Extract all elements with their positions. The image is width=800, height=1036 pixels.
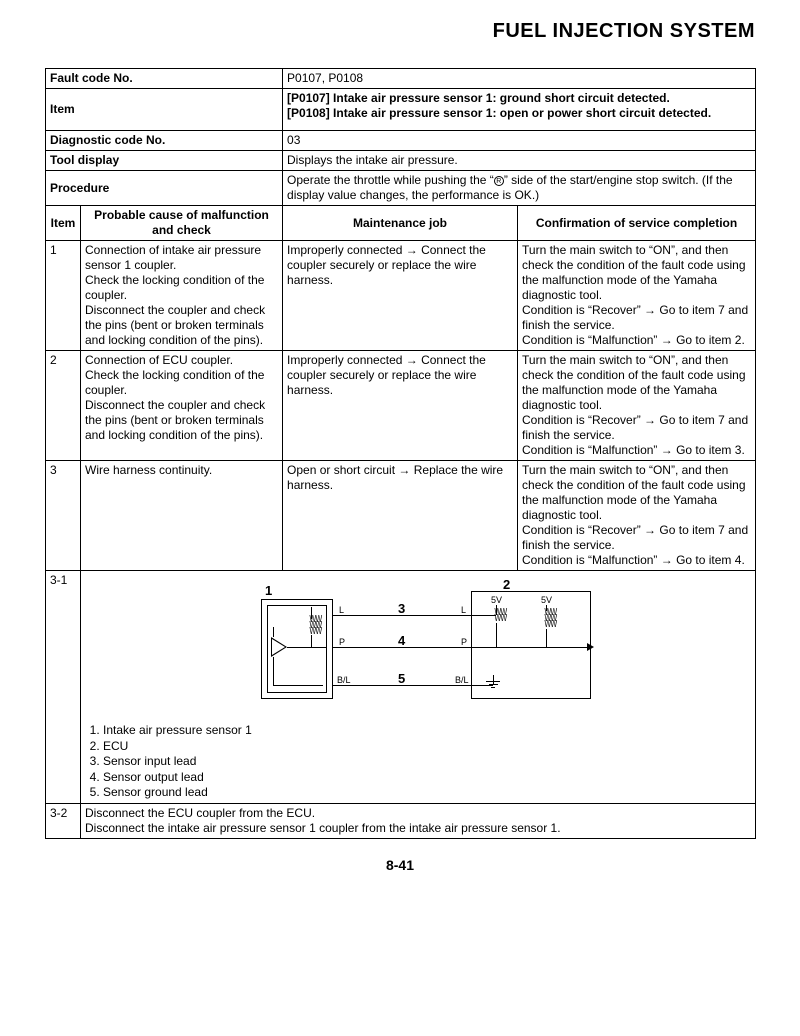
- row-text: Disconnect the ECU coupler from the ECU.…: [81, 803, 756, 838]
- row-num: 3-2: [46, 803, 81, 838]
- table-row: 2 Connection of ECU coupler. Check the l…: [46, 351, 756, 461]
- diagram-label-5: 5: [398, 671, 405, 687]
- row-maint: Improperly connected → Connect the coupl…: [283, 241, 518, 351]
- fault-code-value: P0107, P0108: [283, 69, 756, 89]
- col-maint: Maintenance job: [283, 206, 518, 241]
- pin-label: L: [461, 605, 466, 616]
- legend-item: Sensor output lead: [103, 770, 751, 786]
- table-row: 3-2 Disconnect the ECU coupler from the …: [46, 803, 756, 838]
- resistor-icon: WWWWWW: [310, 617, 322, 635]
- diagram-label-3: 3: [398, 601, 405, 617]
- item-label: Item: [46, 89, 283, 131]
- diag-code-label: Diagnostic code No.: [46, 131, 283, 151]
- wiring-diagram: 1 2 WWWWWW 5V 5V: [203, 577, 633, 717]
- amp-icon: [271, 637, 287, 657]
- pin-label: P: [339, 637, 345, 648]
- procedure-value: Operate the throttle while pushing the “…: [283, 171, 756, 206]
- row-cause: Wire harness continuity.: [81, 461, 283, 571]
- page-number: 8-41: [45, 857, 755, 873]
- diagram-label-4: 4: [398, 633, 405, 649]
- diagram-legend: Intake air pressure sensor 1 ECU Sensor …: [85, 723, 751, 801]
- row-cause: Connection of ECU coupler. Check the loc…: [81, 351, 283, 461]
- pin-label: P: [461, 637, 467, 648]
- row-num: 2: [46, 351, 81, 461]
- diagram-label-1: 1: [265, 583, 272, 599]
- legend-item: Sensor ground lead: [103, 785, 751, 801]
- row-conf: Turn the main switch to “ON”, and then c…: [518, 351, 756, 461]
- arrow-icon: [587, 643, 594, 651]
- row-num: 3: [46, 461, 81, 571]
- tool-display-label: Tool display: [46, 151, 283, 171]
- row-num: 3-1: [46, 571, 81, 804]
- page-title: FUEL INJECTION SYSTEM: [45, 20, 755, 43]
- row-cause: Connection of intake air pressure sensor…: [81, 241, 283, 351]
- resistor-icon: WWWWWW: [545, 610, 557, 628]
- item-value: [P0107] Intake air pressure sensor 1: gr…: [283, 89, 756, 131]
- diag-code-value: 03: [283, 131, 756, 151]
- pin-label: B/L: [337, 675, 351, 686]
- row-maint: Improperly connected → Connect the coupl…: [283, 351, 518, 461]
- col-item: Item: [46, 206, 81, 241]
- fault-code-label: Fault code No.: [46, 69, 283, 89]
- pin-label: L: [339, 605, 344, 616]
- legend-item: Intake air pressure sensor 1: [103, 723, 751, 739]
- start-icon: R: [494, 176, 504, 186]
- procedure-label: Procedure: [46, 171, 283, 206]
- table-row: 1 Connection of intake air pressure sens…: [46, 241, 756, 351]
- col-cause: Probable cause of malfunction and check: [81, 206, 283, 241]
- row-maint: Open or short circuit → Replace the wire…: [283, 461, 518, 571]
- table-row-diagram: 3-1 1 2 WWWWWW: [46, 571, 756, 804]
- tool-display-value: Displays the intake air pressure.: [283, 151, 756, 171]
- row-conf: Turn the main switch to “ON”, and then c…: [518, 241, 756, 351]
- row-conf: Turn the main switch to “ON”, and then c…: [518, 461, 756, 571]
- row-num: 1: [46, 241, 81, 351]
- diagram-cell: 1 2 WWWWWW 5V 5V: [81, 571, 756, 804]
- legend-item: ECU: [103, 739, 751, 755]
- legend-item: Sensor input lead: [103, 754, 751, 770]
- col-conf: Confirmation of service completion: [518, 206, 756, 241]
- fault-table: Fault code No. P0107, P0108 Item [P0107]…: [45, 68, 756, 839]
- pin-label: B/L: [455, 675, 469, 686]
- table-row: 3 Wire harness continuity. Open or short…: [46, 461, 756, 571]
